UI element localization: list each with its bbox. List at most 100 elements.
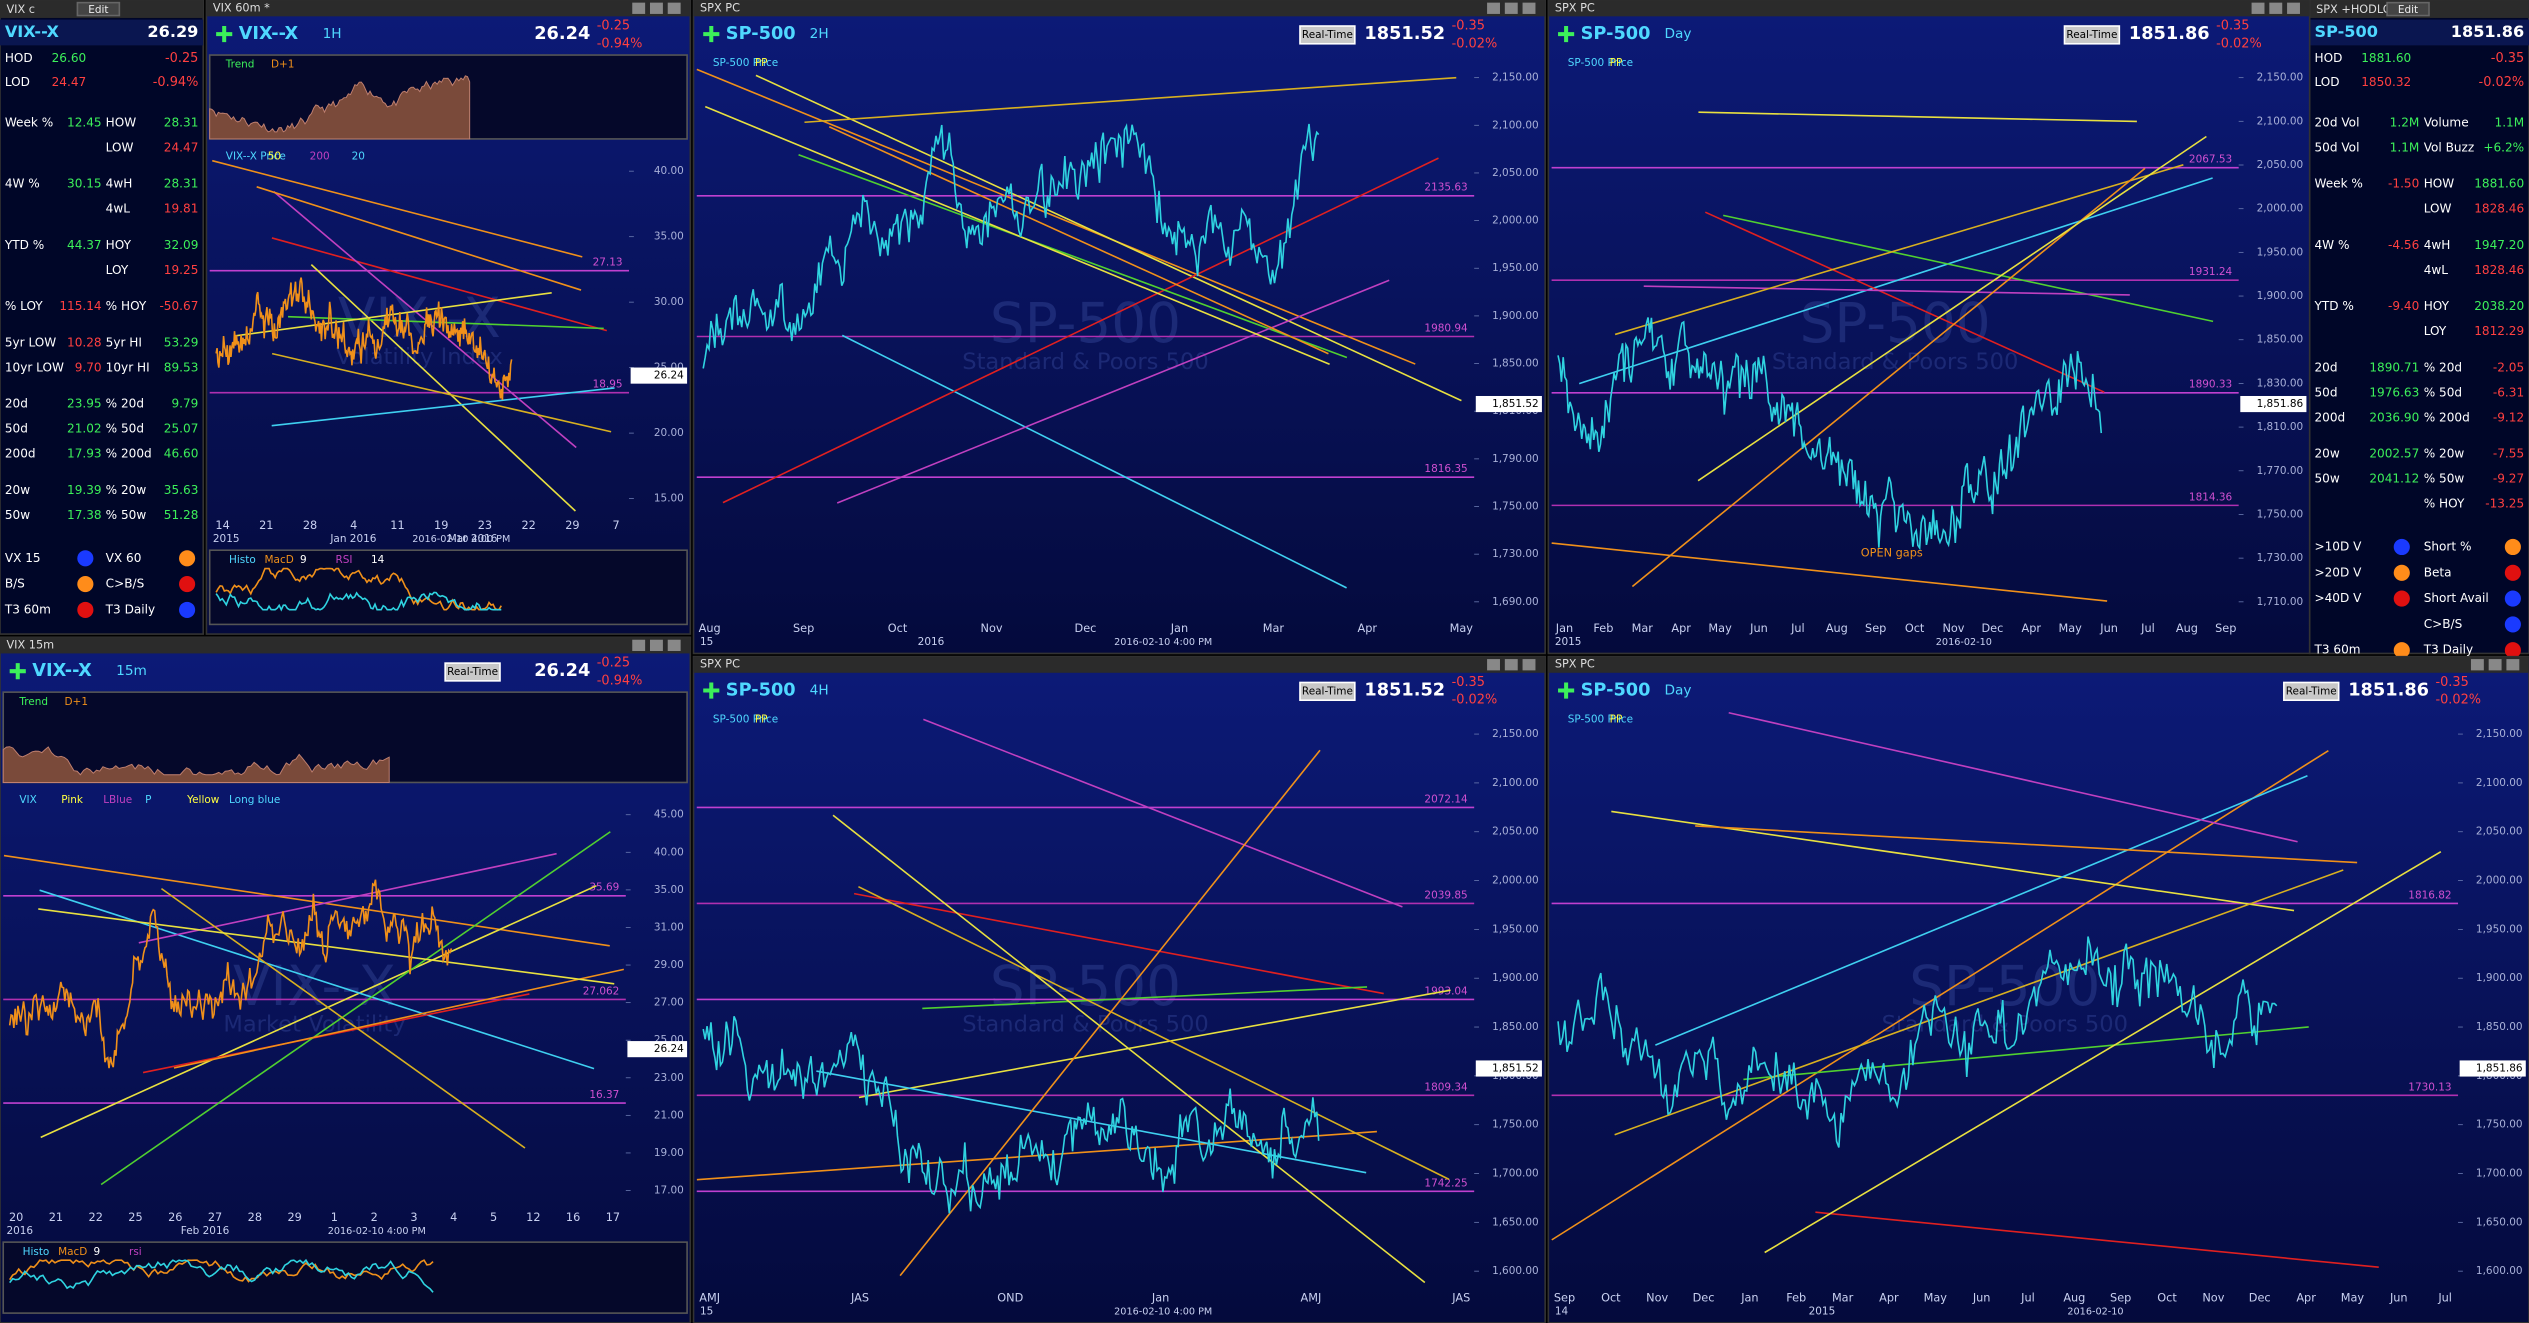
symbol: VIX--X bbox=[32, 661, 92, 681]
x-tick-label: Jan bbox=[1151, 1292, 1169, 1305]
signal-label: C>B/S bbox=[2424, 617, 2463, 631]
stat-label: LOY bbox=[106, 263, 129, 277]
realtime-button[interactable] bbox=[1299, 25, 1356, 45]
window-button[interactable] bbox=[649, 639, 663, 652]
trend-line bbox=[804, 76, 1457, 124]
symbol-row bbox=[0, 19, 204, 46]
indicator-label: RSI bbox=[335, 554, 352, 566]
x-tick-label: May bbox=[1708, 622, 1732, 635]
realtime-button[interactable] bbox=[2063, 25, 2121, 45]
add-icon bbox=[216, 26, 233, 43]
y-tick-label: 19.00 bbox=[654, 1147, 684, 1159]
add-icon bbox=[1558, 26, 1575, 43]
title-bar bbox=[1548, 656, 2529, 673]
trend-line bbox=[1695, 825, 2358, 864]
x-tick-label: 7 bbox=[613, 519, 620, 532]
add-icon bbox=[703, 26, 720, 43]
signal-label: Short Avail bbox=[2424, 591, 2489, 605]
window-button[interactable] bbox=[632, 639, 646, 652]
x-sub-label: Feb 2016 bbox=[181, 1225, 230, 1237]
watermark: Standard & Poors 500 bbox=[962, 349, 1208, 375]
edit-label: Edit bbox=[88, 4, 108, 16]
interval: 2H bbox=[810, 26, 829, 42]
window-button[interactable] bbox=[632, 2, 646, 14]
legend-label: Yellow bbox=[186, 794, 220, 806]
legend-label: PP bbox=[1610, 714, 1623, 726]
realtime-button[interactable] bbox=[1299, 681, 1356, 702]
signal-dot bbox=[2393, 538, 2410, 556]
window-button[interactable] bbox=[1487, 2, 1500, 14]
window-button[interactable] bbox=[1522, 659, 1536, 671]
y-tick-label: 1,730.00 bbox=[2257, 552, 2304, 564]
lod-value: 24.47 bbox=[52, 75, 87, 89]
window-button[interactable] bbox=[2287, 2, 2300, 14]
legend-label: SP-500 Price bbox=[713, 57, 778, 69]
stat-value: 1.1M bbox=[2495, 115, 2525, 129]
signal-label: >10D V bbox=[2314, 539, 2362, 553]
y-tick-label: 15.00 bbox=[654, 493, 684, 505]
x-tick-label: Oct bbox=[2157, 1292, 2177, 1305]
x-tick-label: Sep bbox=[793, 622, 814, 635]
y-tick-label: 1,750.00 bbox=[1492, 1119, 1539, 1131]
window-button[interactable] bbox=[1504, 659, 1518, 671]
x-tick-label: 21 bbox=[49, 1211, 63, 1224]
y-tick-label: 1,730.00 bbox=[1492, 548, 1539, 560]
level-label: 35.69 bbox=[589, 882, 619, 894]
edit-button[interactable] bbox=[76, 1, 121, 17]
trend-line bbox=[100, 831, 611, 1186]
x-tick-label: Dec bbox=[1693, 1292, 1715, 1305]
window-button[interactable] bbox=[2506, 659, 2520, 671]
level-label: 27.062 bbox=[583, 985, 620, 997]
trend-line bbox=[1631, 167, 2146, 588]
stat-value: -2.05 bbox=[2493, 360, 2524, 374]
stat-label: % 50w bbox=[106, 508, 147, 522]
legend-label: SP-500 Price bbox=[1568, 714, 1633, 726]
interval: Day bbox=[1664, 26, 1691, 42]
realtime-button[interactable] bbox=[2283, 681, 2340, 702]
indicator-label: 9 bbox=[300, 554, 307, 566]
signal-dot bbox=[77, 550, 94, 567]
window-button[interactable] bbox=[649, 2, 663, 14]
window-button[interactable] bbox=[2470, 659, 2484, 671]
legend-label: VIX bbox=[19, 794, 36, 806]
window-button[interactable] bbox=[1522, 2, 1536, 14]
level-label: 2039.85 bbox=[1424, 889, 1467, 901]
x-sub-label: 2015 bbox=[1809, 1305, 1836, 1317]
window-button[interactable] bbox=[667, 639, 681, 652]
indicator-label: D+1 bbox=[65, 696, 89, 708]
x-tick-label: Jun bbox=[1972, 1292, 1991, 1305]
x-tick-label: 16 bbox=[566, 1211, 580, 1224]
realtime-label: Real-Time bbox=[1302, 685, 1353, 697]
watermark: Standard & Poors 500 bbox=[1772, 349, 2018, 375]
x-tick-label: Apr bbox=[1879, 1292, 1899, 1305]
level-label: 2135.63 bbox=[1424, 182, 1467, 194]
stat-value: -9.12 bbox=[2493, 410, 2524, 424]
realtime-button[interactable] bbox=[444, 662, 501, 682]
x-tick-label: May bbox=[1450, 622, 1474, 635]
signal-dot bbox=[179, 576, 196, 593]
window-button[interactable] bbox=[667, 2, 681, 14]
indicator-strip bbox=[208, 549, 688, 626]
window-button[interactable] bbox=[1504, 2, 1518, 14]
window-button[interactable] bbox=[2269, 2, 2283, 14]
stat-value: 89.53 bbox=[164, 360, 199, 374]
x-tick-label: 19 bbox=[434, 519, 448, 532]
level-label: 18.95 bbox=[593, 379, 623, 391]
trend-line bbox=[1614, 164, 2184, 336]
stat-label: 20d bbox=[2314, 360, 2337, 374]
y-tick-label: 1,900.00 bbox=[2476, 972, 2523, 984]
interval: 1H bbox=[323, 26, 342, 42]
x-tick-label: May bbox=[1924, 1292, 1948, 1305]
edit-button[interactable] bbox=[2386, 1, 2430, 17]
stat-label: 20d Vol bbox=[2314, 115, 2359, 129]
price-tag-label: 1,851.52 bbox=[1492, 1062, 1539, 1074]
stat-value: 51.28 bbox=[164, 508, 199, 522]
window-button[interactable] bbox=[1487, 659, 1500, 671]
window-button[interactable] bbox=[2488, 659, 2502, 671]
stat-value: -9.27 bbox=[2493, 472, 2524, 486]
x-tick-label: May bbox=[2059, 622, 2083, 635]
indicator-line bbox=[9, 1259, 434, 1283]
window-button[interactable] bbox=[2251, 2, 2265, 14]
realtime-label: Real-Time bbox=[2286, 685, 2337, 697]
stat-value: 28.31 bbox=[164, 115, 199, 129]
